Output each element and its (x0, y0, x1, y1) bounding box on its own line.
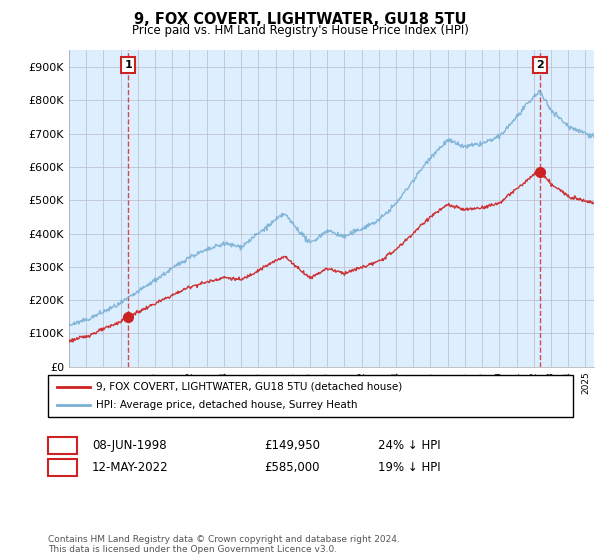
Text: 1: 1 (124, 60, 132, 70)
Text: 2: 2 (536, 60, 544, 70)
Text: Contains HM Land Registry data © Crown copyright and database right 2024.
This d: Contains HM Land Registry data © Crown c… (48, 535, 400, 554)
Text: 12-MAY-2022: 12-MAY-2022 (92, 461, 169, 474)
Text: 9, FOX COVERT, LIGHTWATER, GU18 5TU (detached house): 9, FOX COVERT, LIGHTWATER, GU18 5TU (det… (96, 382, 402, 392)
Text: £149,950: £149,950 (264, 438, 320, 452)
Text: 19% ↓ HPI: 19% ↓ HPI (378, 461, 440, 474)
Text: 24% ↓ HPI: 24% ↓ HPI (378, 438, 440, 452)
Text: 1: 1 (58, 438, 67, 452)
Text: £585,000: £585,000 (264, 461, 320, 474)
Text: 08-JUN-1998: 08-JUN-1998 (92, 438, 166, 452)
Text: Price paid vs. HM Land Registry's House Price Index (HPI): Price paid vs. HM Land Registry's House … (131, 24, 469, 37)
Text: 9, FOX COVERT, LIGHTWATER, GU18 5TU: 9, FOX COVERT, LIGHTWATER, GU18 5TU (134, 12, 466, 27)
Text: 2: 2 (58, 461, 67, 474)
Text: HPI: Average price, detached house, Surrey Heath: HPI: Average price, detached house, Surr… (96, 400, 358, 410)
